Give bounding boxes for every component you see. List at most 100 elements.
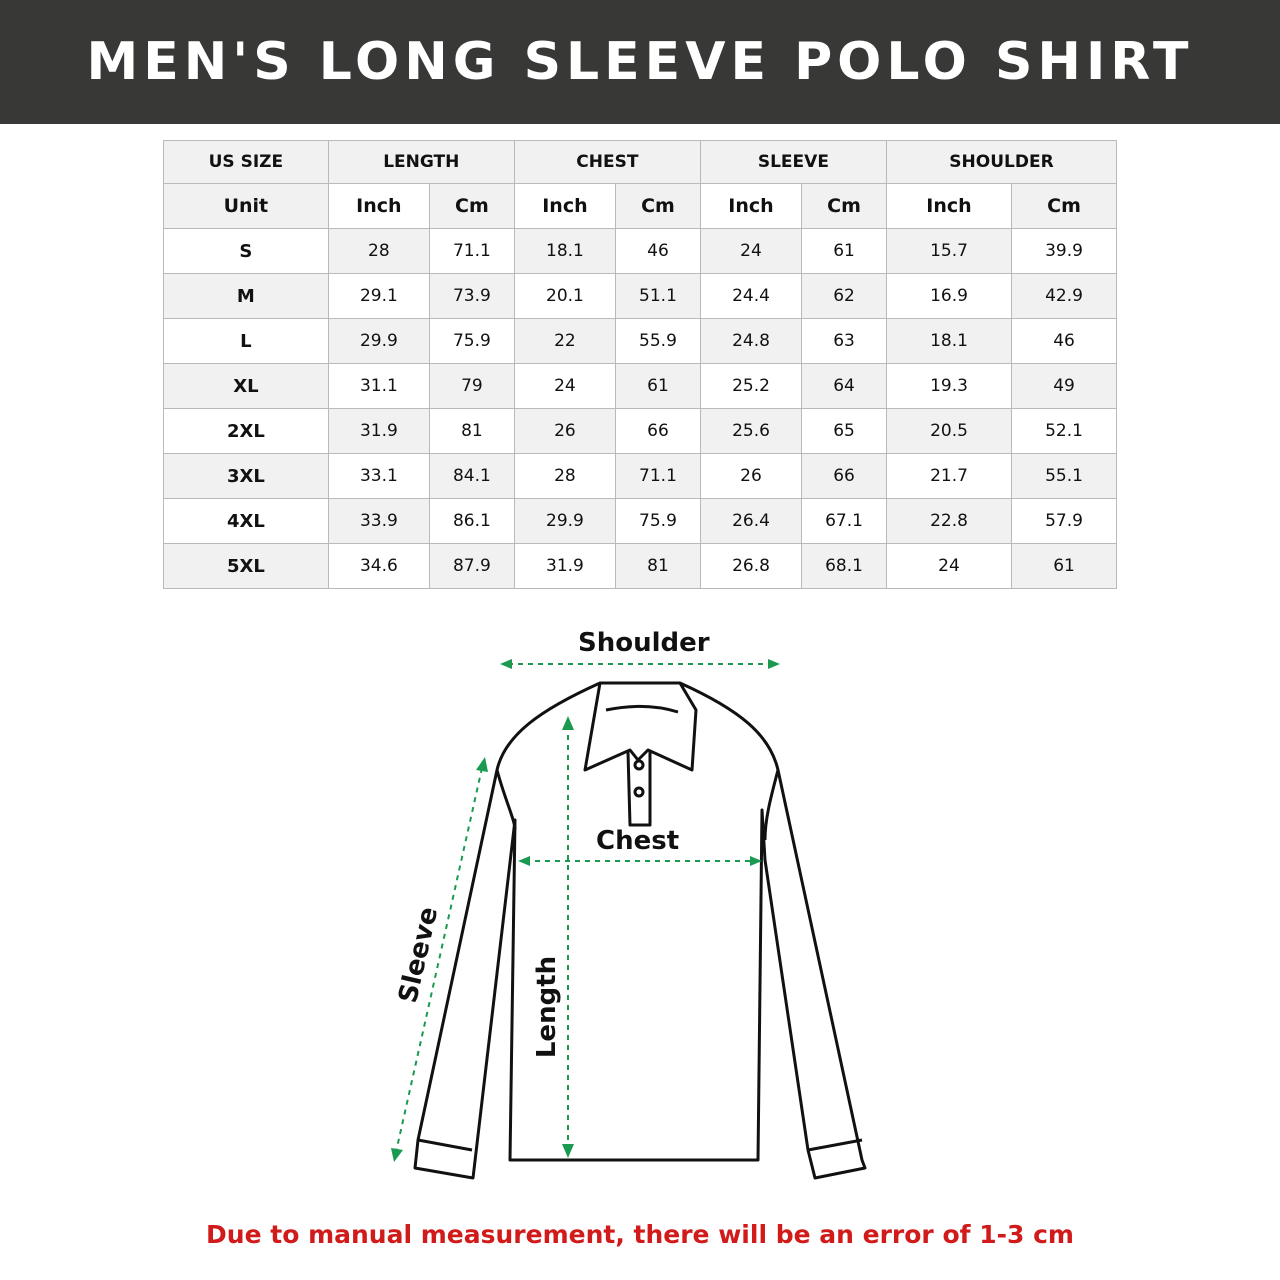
page-title: MEN'S LONG SLEEVE POLO SHIRT (86, 32, 1194, 92)
size-cell: XL (163, 363, 329, 409)
header-chest: CHEST (513, 140, 701, 184)
unit-row: Unit Inch Cm Inch Cm Inch Cm Inch Cm (163, 183, 1117, 229)
table-row: S 28 71.1 18.1 46 24 61 15.7 39.9 (163, 228, 1117, 274)
measurement-cell: 73.9 (429, 273, 515, 319)
size-cell: 5XL (163, 543, 329, 589)
measurement-cell: 22 (513, 318, 617, 364)
measurement-cell: 68.1 (801, 543, 887, 589)
measurement-cell: 51.1 (615, 273, 701, 319)
unit-cell: Cm (429, 183, 515, 229)
size-cell: S (163, 228, 329, 274)
table-row: 4XL 33.9 86.1 29.9 75.9 26.4 67.1 22.8 57.9 (163, 498, 1117, 544)
table-row: M 29.1 73.9 20.1 51.1 24.4 62 16.9 42.9 (163, 273, 1117, 319)
shirt-diagram: Shoulder Chest Sleeve Length (0, 610, 1280, 1200)
unit-cell: Inch (699, 183, 803, 229)
measurement-cell: 26.4 (699, 498, 803, 544)
measurement-cell: 31.9 (327, 408, 431, 454)
measurement-cell: 31.9 (513, 543, 617, 589)
measurement-cell: 81 (615, 543, 701, 589)
measurement-cell: 21.7 (885, 453, 1013, 499)
unit-label: Unit (163, 183, 329, 229)
measurement-note: Due to manual measurement, there will be… (206, 1220, 1074, 1249)
unit-cell: Cm (1011, 183, 1117, 229)
unit-cell: Inch (885, 183, 1013, 229)
measurement-cell: 20.5 (885, 408, 1013, 454)
measurement-cell: 31.1 (327, 363, 431, 409)
measurement-cell: 26.8 (699, 543, 803, 589)
table-row: 2XL 31.9 81 26 66 25.6 65 20.5 52.1 (163, 408, 1117, 454)
measurement-cell: 46 (1011, 318, 1117, 364)
measurement-cell: 34.6 (327, 543, 431, 589)
table-row: XL 31.1 79 24 61 25.2 64 19.3 49 (163, 363, 1117, 409)
header-us-size: US SIZE (163, 140, 329, 184)
measurement-cell: 24 (513, 363, 617, 409)
measurement-cell: 22.8 (885, 498, 1013, 544)
size-cell: 2XL (163, 408, 329, 454)
unit-cell: Cm (615, 183, 701, 229)
measurement-cell: 24 (885, 543, 1013, 589)
length-label: Length (532, 955, 563, 1059)
measurement-cell: 64 (801, 363, 887, 409)
measurement-cell: 61 (801, 228, 887, 274)
measurement-cell: 25.6 (699, 408, 803, 454)
measurement-cell: 86.1 (429, 498, 515, 544)
measurement-cell: 24.4 (699, 273, 803, 319)
measurement-cell: 18.1 (885, 318, 1013, 364)
header-sleeve: SLEEVE (699, 140, 887, 184)
measurement-cell: 87.9 (429, 543, 515, 589)
measurement-cell: 19.3 (885, 363, 1013, 409)
measurement-cell: 33.9 (327, 498, 431, 544)
measurement-cell: 55.9 (615, 318, 701, 364)
measurement-cell: 61 (615, 363, 701, 409)
table-row: L 29.9 75.9 22 55.9 24.8 63 18.1 46 (163, 318, 1117, 364)
measurement-cell: 42.9 (1011, 273, 1117, 319)
measurement-cell: 61 (1011, 543, 1117, 589)
measurement-cell: 66 (615, 408, 701, 454)
size-cell: 3XL (163, 453, 329, 499)
header-length: LENGTH (327, 140, 515, 184)
unit-cell: Inch (513, 183, 617, 229)
shoulder-label: Shoulder (578, 628, 710, 658)
measurement-cell: 81 (429, 408, 515, 454)
title-banner: MEN'S LONG SLEEVE POLO SHIRT (0, 0, 1280, 124)
unit-cell: Cm (801, 183, 887, 229)
measurement-cell: 52.1 (1011, 408, 1117, 454)
size-cell: M (163, 273, 329, 319)
unit-cell: Inch (327, 183, 431, 229)
measurement-cell: 66 (801, 453, 887, 499)
measurement-cell: 26 (513, 408, 617, 454)
size-chart-table: US SIZE LENGTH CHEST SLEEVE SHOULDER Uni… (163, 140, 1118, 589)
size-cell: 4XL (163, 498, 329, 544)
measurement-cell: 25.2 (699, 363, 803, 409)
measurement-cell: 24.8 (699, 318, 803, 364)
measurement-cell: 33.1 (327, 453, 431, 499)
measurement-cell: 65 (801, 408, 887, 454)
table-row: 3XL 33.1 84.1 28 71.1 26 66 21.7 55.1 (163, 453, 1117, 499)
measurement-cell: 57.9 (1011, 498, 1117, 544)
measurement-cell: 26 (699, 453, 803, 499)
measurement-cell: 29.1 (327, 273, 431, 319)
measurement-cell: 16.9 (885, 273, 1013, 319)
measurement-cell: 39.9 (1011, 228, 1117, 274)
measurement-cell: 62 (801, 273, 887, 319)
measurement-cell: 28 (513, 453, 617, 499)
measurement-cell: 29.9 (513, 498, 617, 544)
table-row: 5XL 34.6 87.9 31.9 81 26.8 68.1 24 61 (163, 543, 1117, 589)
measurement-cell: 55.1 (1011, 453, 1117, 499)
measurement-cell: 71.1 (615, 453, 701, 499)
measurement-cell: 63 (801, 318, 887, 364)
measurement-cell: 18.1 (513, 228, 617, 274)
measurement-cell: 67.1 (801, 498, 887, 544)
table-header-row: US SIZE LENGTH CHEST SLEEVE SHOULDER (163, 140, 1118, 184)
measurement-cell: 28 (327, 228, 431, 274)
measurement-cell: 20.1 (513, 273, 617, 319)
measurement-cell: 75.9 (615, 498, 701, 544)
measurement-cell: 75.9 (429, 318, 515, 364)
header-shoulder: SHOULDER (885, 140, 1118, 184)
measurement-cell: 46 (615, 228, 701, 274)
measurement-cell: 79 (429, 363, 515, 409)
size-cell: L (163, 318, 329, 364)
shirt-outline-icon (391, 659, 867, 1180)
measurement-cell: 71.1 (429, 228, 515, 274)
chest-label: Chest (596, 826, 680, 856)
